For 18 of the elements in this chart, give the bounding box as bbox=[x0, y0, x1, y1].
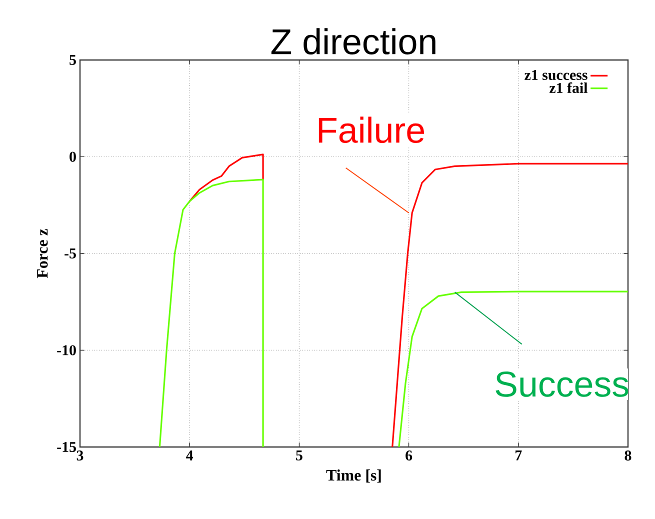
y-tick-label: -15 bbox=[57, 442, 76, 452]
legend-label: z1 fail bbox=[549, 82, 588, 93]
y-tick-label: 0 bbox=[70, 152, 76, 162]
x-tick-label: 7 bbox=[516, 450, 522, 460]
chart-title: Z direction bbox=[271, 28, 436, 54]
y-tick-label: 5 bbox=[70, 55, 76, 65]
y-tick-label: -10 bbox=[57, 345, 76, 356]
annotation: Failure bbox=[318, 116, 424, 144]
x-tick-label: 6 bbox=[406, 450, 412, 461]
y-tick-label: -5 bbox=[64, 248, 76, 258]
legend-label: z1 success bbox=[524, 70, 588, 80]
y-axis-title: Force z bbox=[37, 228, 48, 278]
x-tick-label: 8 bbox=[624, 450, 632, 461]
x-tick-label: 4 bbox=[186, 450, 194, 460]
x-axis-title: Time [s] bbox=[326, 469, 381, 483]
x-tick-label: 3 bbox=[76, 450, 84, 461]
annotation: Success bbox=[496, 372, 628, 397]
x-tick-label: 5 bbox=[296, 450, 302, 460]
